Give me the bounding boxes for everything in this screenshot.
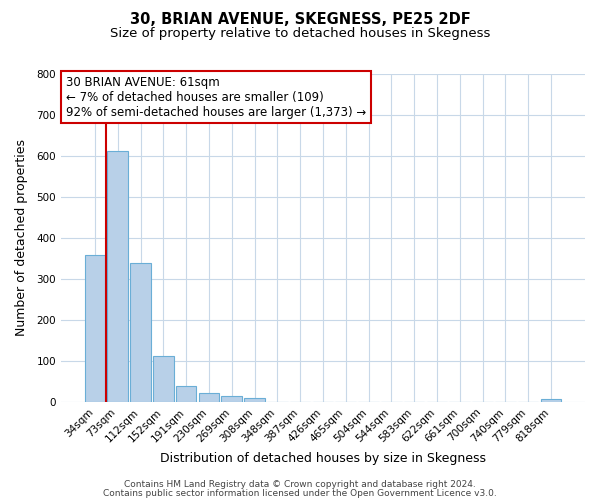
Bar bbox=[130, 262, 151, 402]
X-axis label: Distribution of detached houses by size in Skegness: Distribution of detached houses by size … bbox=[160, 452, 486, 465]
Bar bbox=[153, 356, 173, 402]
Text: Size of property relative to detached houses in Skegness: Size of property relative to detached ho… bbox=[110, 28, 490, 40]
Text: Contains HM Land Registry data © Crown copyright and database right 2024.: Contains HM Land Registry data © Crown c… bbox=[124, 480, 476, 489]
Y-axis label: Number of detached properties: Number of detached properties bbox=[15, 140, 28, 336]
Bar bbox=[244, 398, 265, 402]
Text: 30 BRIAN AVENUE: 61sqm
← 7% of detached houses are smaller (109)
92% of semi-det: 30 BRIAN AVENUE: 61sqm ← 7% of detached … bbox=[66, 76, 367, 118]
Text: 30, BRIAN AVENUE, SKEGNESS, PE25 2DF: 30, BRIAN AVENUE, SKEGNESS, PE25 2DF bbox=[130, 12, 470, 28]
Bar bbox=[85, 255, 105, 402]
Bar bbox=[107, 151, 128, 402]
Bar bbox=[176, 386, 196, 402]
Text: Contains public sector information licensed under the Open Government Licence v3: Contains public sector information licen… bbox=[103, 488, 497, 498]
Bar bbox=[199, 393, 219, 402]
Bar bbox=[541, 398, 561, 402]
Bar bbox=[221, 396, 242, 402]
